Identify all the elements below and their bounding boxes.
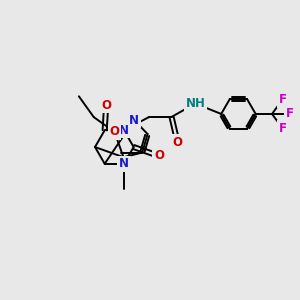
Text: F: F: [286, 107, 294, 120]
Text: N: N: [119, 124, 129, 137]
Text: NH: NH: [185, 97, 205, 110]
Text: O: O: [172, 136, 182, 149]
Text: F: F: [278, 122, 286, 135]
Text: N: N: [119, 157, 129, 170]
Text: O: O: [110, 125, 119, 139]
Text: N: N: [129, 114, 139, 127]
Text: O: O: [154, 149, 164, 162]
Text: O: O: [101, 98, 111, 112]
Text: F: F: [278, 93, 286, 106]
